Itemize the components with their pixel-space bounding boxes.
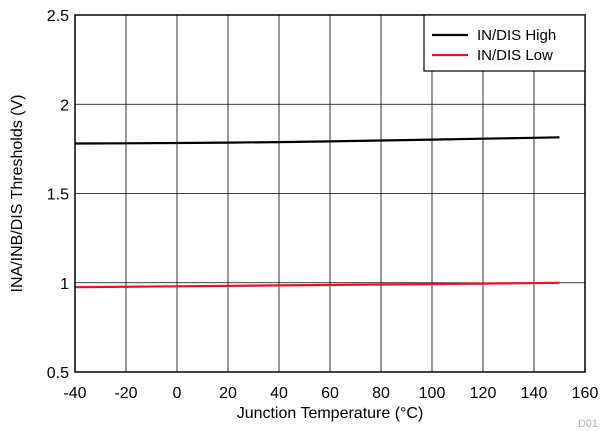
series-lines	[74, 136, 560, 289]
legend-box	[423, 14, 586, 72]
x-tick-label: 20	[219, 385, 237, 402]
x-tick-label: 80	[372, 385, 390, 402]
x-tick-label: 140	[521, 385, 548, 402]
x-tick-label: 100	[419, 385, 446, 402]
x-tick-label: 0	[173, 385, 182, 402]
legend-label-low: IN/DIS Low	[477, 47, 553, 64]
series-line-high	[74, 136, 560, 145]
y-tick-label: 2.5	[47, 8, 69, 25]
x-tick-label: 40	[270, 385, 288, 402]
x-tick-labels: -40 -20 0 20 40 60 80 100 120 140 160	[63, 385, 598, 402]
y-tick-label: 1.5	[47, 187, 69, 204]
y-tick-labels: 0.5 1 1.5 2 2.5	[47, 8, 69, 382]
x-tick-label: -40	[63, 385, 86, 402]
y-tick-label: 1	[60, 276, 69, 293]
figure-code: D01	[578, 418, 598, 430]
plot-frame	[74, 14, 586, 373]
y-axis-title: INA/INB/DIS Thresholds (V)	[9, 95, 26, 293]
x-tick-label: 120	[470, 385, 497, 402]
x-tick-label: 60	[321, 385, 339, 402]
series-line-low	[74, 281, 560, 289]
x-axis-title: Junction Temperature (°C)	[237, 405, 424, 422]
y-tick-label: 2	[60, 97, 69, 114]
legend-label-high: IN/DIS High	[477, 27, 556, 44]
x-tick-label: -20	[114, 385, 137, 402]
x-tick-label: 160	[572, 385, 599, 402]
y-tick-label: 0.5	[47, 365, 69, 382]
legend: IN/DIS High IN/DIS Low	[423, 14, 586, 72]
